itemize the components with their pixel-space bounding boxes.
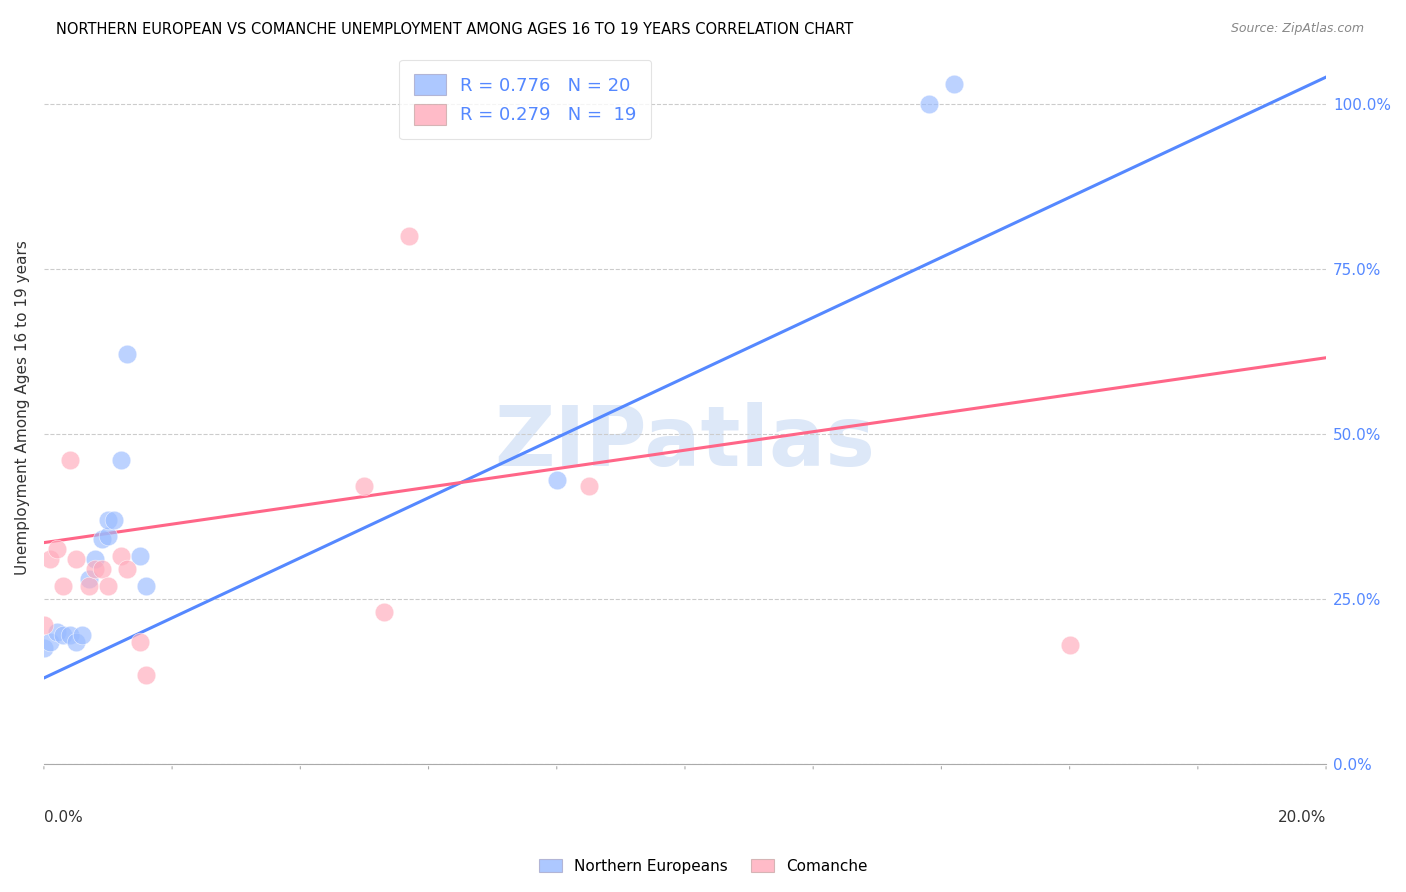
Point xyxy=(97,512,120,526)
Point xyxy=(58,628,80,642)
Point xyxy=(110,549,132,563)
Point xyxy=(84,552,107,566)
Point xyxy=(1059,638,1081,652)
Point xyxy=(72,628,94,642)
Text: NORTHERN EUROPEAN VS COMANCHE UNEMPLOYMENT AMONG AGES 16 TO 19 YEARS CORRELATION: NORTHERN EUROPEAN VS COMANCHE UNEMPLOYME… xyxy=(56,22,853,37)
Point xyxy=(943,77,966,91)
Point xyxy=(129,634,152,648)
Point xyxy=(103,512,125,526)
Point xyxy=(398,228,420,243)
Text: 0.0%: 0.0% xyxy=(44,810,83,825)
Point xyxy=(129,549,152,563)
Legend: Northern Europeans, Comanche: Northern Europeans, Comanche xyxy=(533,853,873,880)
Point xyxy=(353,479,375,493)
Point xyxy=(32,641,55,656)
Legend: R = 0.776   N = 20, R = 0.279   N =  19: R = 0.776 N = 20, R = 0.279 N = 19 xyxy=(399,60,651,139)
Point xyxy=(39,552,62,566)
Text: ZIPatlas: ZIPatlas xyxy=(495,402,876,483)
Point xyxy=(45,542,67,557)
Point xyxy=(58,453,80,467)
Point xyxy=(32,618,55,632)
Point xyxy=(135,578,157,592)
Point xyxy=(77,572,100,586)
Text: Source: ZipAtlas.com: Source: ZipAtlas.com xyxy=(1230,22,1364,36)
Text: 20.0%: 20.0% xyxy=(1278,810,1326,825)
Point xyxy=(110,453,132,467)
Point xyxy=(135,667,157,681)
Point xyxy=(917,96,939,111)
Point xyxy=(65,634,87,648)
Point xyxy=(45,624,67,639)
Y-axis label: Unemployment Among Ages 16 to 19 years: Unemployment Among Ages 16 to 19 years xyxy=(15,240,30,574)
Point xyxy=(90,533,112,547)
Point xyxy=(97,578,120,592)
Point xyxy=(77,578,100,592)
Point xyxy=(52,628,75,642)
Point xyxy=(373,605,395,619)
Point xyxy=(115,347,138,361)
Point xyxy=(84,562,107,576)
Point xyxy=(52,578,75,592)
Point xyxy=(578,479,600,493)
Point xyxy=(90,562,112,576)
Point xyxy=(546,473,568,487)
Point xyxy=(97,529,120,543)
Point xyxy=(39,634,62,648)
Point xyxy=(115,562,138,576)
Point xyxy=(65,552,87,566)
